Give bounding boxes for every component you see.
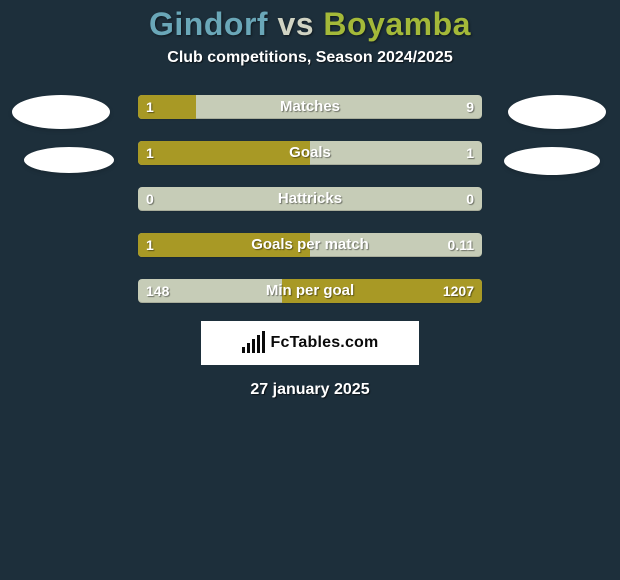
stat-label: Hattricks — [138, 187, 482, 211]
team-badge-right-2 — [504, 147, 600, 175]
stat-value-right: 0 — [466, 187, 474, 211]
stat-row: 1Goals1 — [138, 141, 482, 165]
player1-name: Gindorf — [149, 6, 268, 42]
page-title: Gindorf vs Boyamba — [0, 0, 620, 43]
source-badge: FcTables.com — [201, 321, 419, 365]
stat-row: 1Goals per match0.11 — [138, 233, 482, 257]
fct-logo-icon — [242, 333, 265, 353]
stat-label: Min per goal — [138, 279, 482, 303]
source-label: FcTables.com — [271, 334, 379, 352]
stat-value-right: 1207 — [443, 279, 474, 303]
date-label: 27 january 2025 — [0, 381, 620, 399]
team-badge-right — [508, 95, 606, 129]
player2-name: Boyamba — [323, 6, 471, 42]
stat-row: 148Min per goal1207 — [138, 279, 482, 303]
comparison-infographic: Gindorf vs Boyamba Club competitions, Se… — [0, 0, 620, 580]
stats-arena: 1Matches91Goals10Hattricks01Goals per ma… — [0, 95, 620, 303]
title-vs: vs — [277, 6, 314, 42]
team-badge-left-2 — [24, 147, 114, 173]
stat-value-right: 1 — [466, 141, 474, 165]
subtitle: Club competitions, Season 2024/2025 — [0, 49, 620, 67]
stat-label: Matches — [138, 95, 482, 119]
stat-value-right: 0.11 — [448, 233, 474, 257]
team-badge-left — [12, 95, 110, 129]
stat-value-right: 9 — [466, 95, 474, 119]
stat-rows: 1Matches91Goals10Hattricks01Goals per ma… — [138, 95, 482, 303]
stat-label: Goals — [138, 141, 482, 165]
stat-label: Goals per match — [138, 233, 482, 257]
stat-row: 0Hattricks0 — [138, 187, 482, 211]
stat-row: 1Matches9 — [138, 95, 482, 119]
